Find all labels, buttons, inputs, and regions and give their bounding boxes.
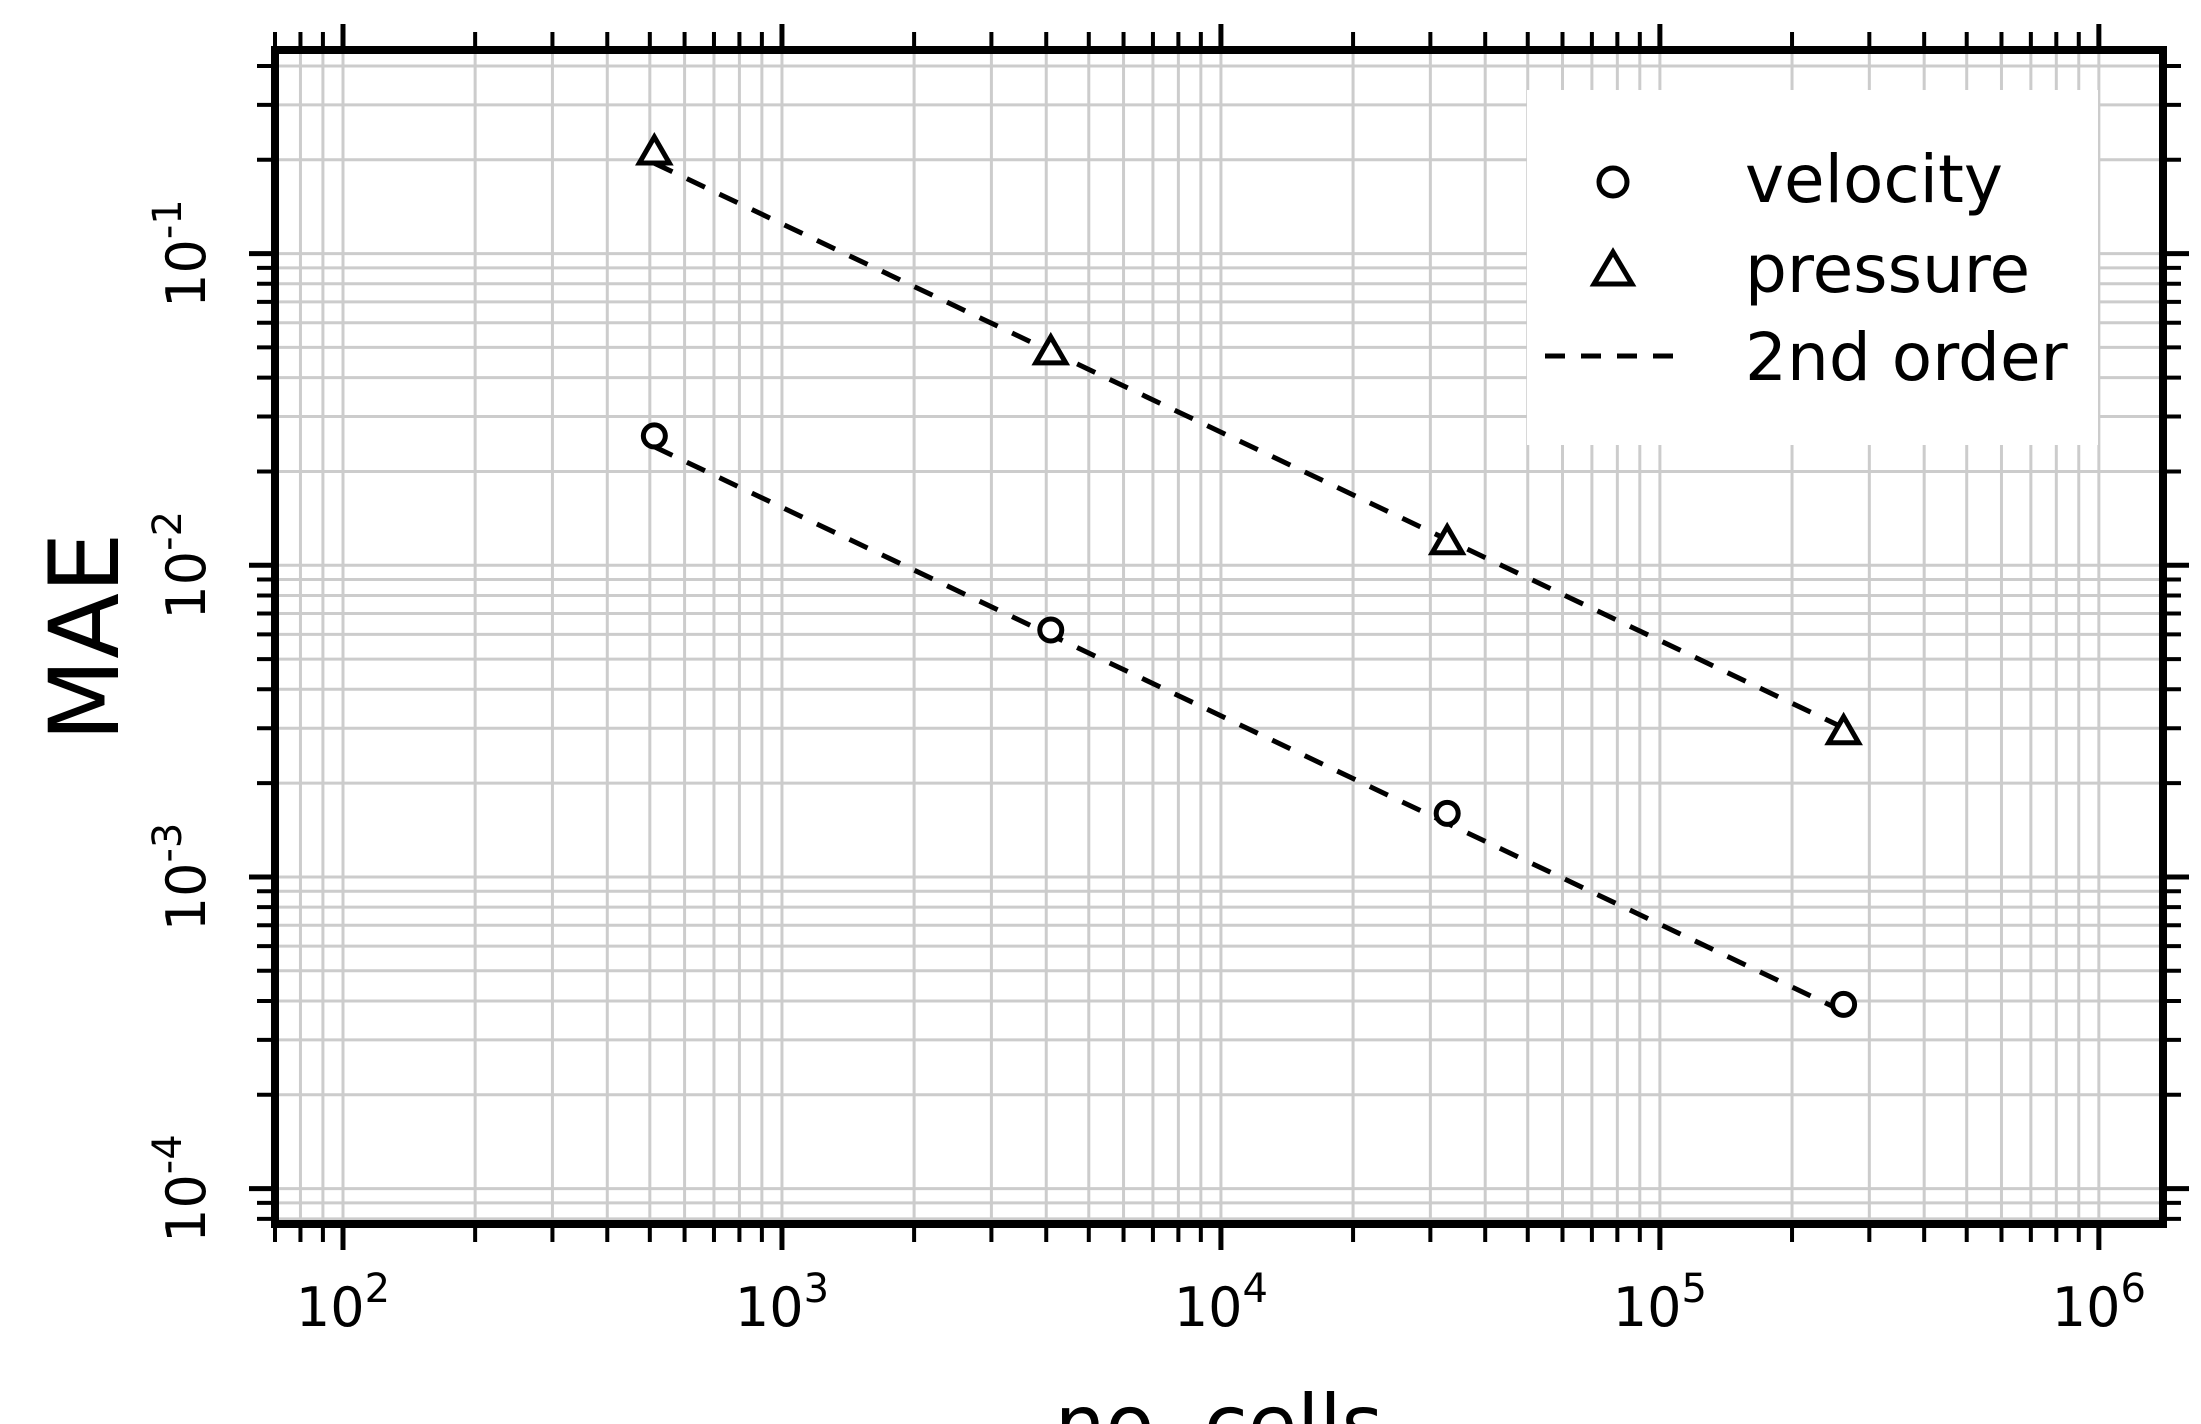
x-axis-label: no. cells	[1055, 1378, 1383, 1424]
legend-label: 2nd order	[1745, 319, 2069, 396]
velocity-point	[1830, 990, 1858, 1018]
y-axis-label: MAE	[29, 532, 141, 741]
svg-text:10-3: 10-3	[145, 823, 218, 932]
velocity-point	[1433, 799, 1461, 827]
grid	[273, 50, 2163, 1224]
data-markers	[635, 132, 1863, 1018]
plot-frame	[271, 46, 2167, 1228]
pressure-point	[1824, 711, 1863, 746]
pressure-point	[1427, 521, 1467, 556]
svg-text:10-4: 10-4	[145, 1134, 218, 1243]
pressure-point	[1031, 331, 1071, 366]
legend: velocity pressure 2nd order	[1527, 90, 2098, 445]
y-tick-label: 10-2	[145, 511, 218, 620]
velocity-point	[640, 422, 668, 450]
legend-circle-icon	[1596, 165, 1630, 199]
legend-label: velocity	[1745, 141, 2003, 218]
reference-lines	[653, 160, 1845, 1014]
y-tick-label: 10-3	[145, 823, 218, 932]
y-tick-label: 10-1	[145, 199, 218, 308]
velocity-point	[1037, 616, 1065, 644]
x-tick-label: 103	[735, 1266, 829, 1339]
tick-labels: 102 103 104 105 106 10-4 10-3 10-2 10-1	[145, 199, 2146, 1339]
x-tick-label: 105	[1613, 1266, 1707, 1339]
reference-line-2nd-order	[653, 444, 1845, 1014]
legend-triangle-icon	[1589, 247, 1637, 287]
pressure-point	[635, 132, 674, 166]
x-tick-label: 106	[2052, 1266, 2146, 1339]
legend-label: pressure	[1745, 231, 2030, 308]
reference-line-2nd-order	[653, 160, 1845, 731]
x-tick-label: 104	[1174, 1266, 1268, 1339]
y-tick-label: 10-4	[145, 1134, 218, 1243]
x-tick-label: 102	[296, 1266, 390, 1339]
svg-text:10-2: 10-2	[145, 511, 218, 620]
svg-text:10-1: 10-1	[145, 199, 218, 308]
